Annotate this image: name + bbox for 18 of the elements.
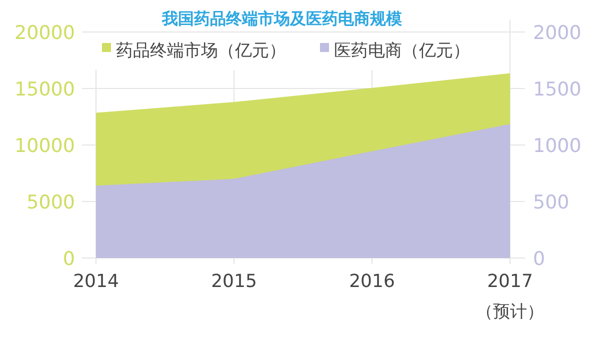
legend-label: 医药电商（亿元） (334, 41, 470, 61)
y2-tick-label: 0 (533, 248, 546, 270)
y-tick-label: 10000 (14, 135, 75, 157)
y-tick-label: 15000 (14, 78, 75, 100)
x-tick-label: 2014 (73, 271, 119, 292)
y2-tick-label: 500 (533, 192, 570, 214)
text: （预计） (476, 302, 544, 322)
y-tick-label: 20000 (14, 22, 75, 44)
x-tick-label: 2017 (487, 271, 533, 292)
y2-tick-label: 1000 (533, 135, 582, 157)
y-tick-label: 0 (62, 248, 75, 270)
x-tick-label: 2016 (349, 271, 395, 292)
legend-label: 药品终端市场（亿元） (116, 41, 286, 61)
y2-tick-label: 1500 (533, 78, 582, 100)
x-tick-label: 2015 (211, 271, 257, 292)
y2-tick-label: 2000 (533, 22, 582, 44)
chart-title: 我国药品终端市场及医药电商规模 (161, 9, 402, 28)
y-tick-label: 5000 (26, 192, 75, 214)
